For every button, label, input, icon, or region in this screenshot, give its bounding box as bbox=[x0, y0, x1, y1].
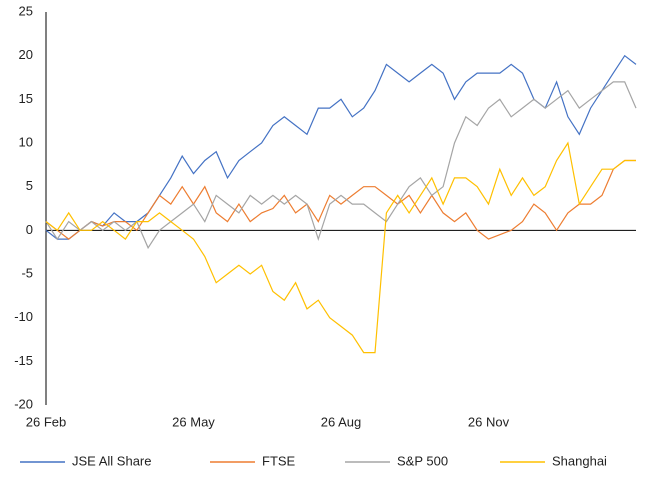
y-tick-label: -15 bbox=[14, 353, 33, 368]
y-tick-label: 5 bbox=[26, 178, 33, 193]
x-tick-label: 26 Aug bbox=[321, 414, 362, 429]
series-line bbox=[45, 81, 637, 250]
y-tick-label: -20 bbox=[14, 396, 33, 411]
y-tick-label: 0 bbox=[26, 222, 33, 237]
x-tick-label: 26 May bbox=[172, 414, 215, 429]
series-line bbox=[45, 141, 636, 354]
y-tick-label: -10 bbox=[14, 309, 33, 324]
legend-label: FTSE bbox=[262, 453, 296, 468]
y-tick-label: 10 bbox=[19, 134, 33, 149]
y-tick-label: -5 bbox=[21, 265, 33, 280]
series-line bbox=[45, 159, 636, 240]
legend-label: JSE All Share bbox=[72, 453, 152, 468]
y-tick-label: 15 bbox=[19, 91, 33, 106]
x-tick-label: 26 Nov bbox=[468, 414, 510, 429]
x-tick-label: 26 Feb bbox=[26, 414, 66, 429]
series-line bbox=[45, 54, 637, 240]
y-tick-label: 20 bbox=[19, 47, 33, 62]
y-tick-label: 25 bbox=[19, 3, 33, 18]
legend-label: Shanghai bbox=[552, 453, 607, 468]
legend-label: S&P 500 bbox=[397, 453, 448, 468]
